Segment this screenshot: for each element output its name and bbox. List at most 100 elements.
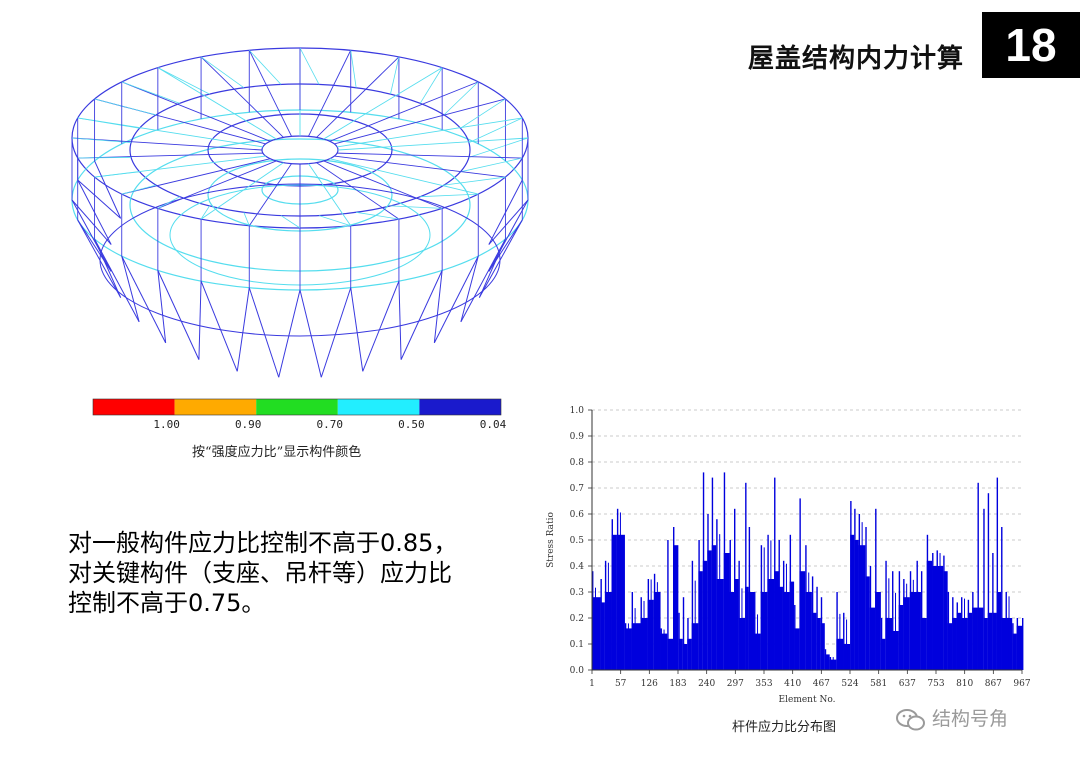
support-strut <box>488 199 529 245</box>
stress-spike <box>909 571 912 670</box>
stress-spike <box>932 553 934 670</box>
x-tick-label: 297 <box>727 679 744 689</box>
stress-bar <box>667 638 674 670</box>
structure-member <box>356 211 399 220</box>
stress-spike <box>694 580 696 670</box>
stress-bar <box>987 612 993 670</box>
support-strut <box>488 199 529 272</box>
stress-bar <box>932 566 937 670</box>
stress-bar <box>811 612 817 670</box>
support-strut <box>478 219 523 298</box>
stress-spike <box>748 527 751 670</box>
stress-spike <box>604 560 607 670</box>
stress-bar <box>880 638 886 670</box>
structure-member <box>443 81 479 116</box>
structure-member <box>308 50 352 137</box>
stress-spike <box>767 534 769 670</box>
stress-spike <box>1016 618 1019 670</box>
chart-caption: 杆件应力比分布图 <box>732 720 837 735</box>
stress-spike <box>829 657 832 670</box>
legend-tick-label: 0.50 <box>398 418 425 431</box>
stress-spike <box>808 572 810 670</box>
stress-spike <box>967 599 970 670</box>
stress-spike <box>631 592 634 670</box>
stress-spike <box>895 592 897 670</box>
y-tick-label: 0.5 <box>570 536 585 546</box>
y-tick-label: 0.7 <box>570 484 585 494</box>
structure-member <box>323 160 443 209</box>
stress-spike <box>640 597 642 670</box>
support-strut <box>198 281 202 360</box>
structure-member <box>121 81 271 142</box>
stress-spike <box>811 576 814 670</box>
y-tick-label: 0.9 <box>570 432 585 442</box>
stress-spike <box>1001 527 1003 670</box>
stress-spike <box>650 579 652 670</box>
x-tick-label: 581 <box>870 679 887 689</box>
y-tick-label: 0.1 <box>570 640 584 650</box>
x-tick-label: 967 <box>1013 679 1030 689</box>
stress-bar <box>983 618 988 670</box>
stress-bar <box>748 592 755 670</box>
stress-spike <box>774 477 776 670</box>
stress-bar <box>865 576 870 670</box>
stress-spike <box>939 553 941 670</box>
structure-member <box>94 171 140 178</box>
y-tick-label: 0.4 <box>570 562 585 572</box>
stress-spike <box>1022 618 1024 670</box>
legend-tick-label: 1.00 <box>153 418 180 431</box>
stress-bar <box>996 592 1002 670</box>
stress-bar <box>816 618 821 670</box>
stress-spike <box>992 553 994 670</box>
stress-spike <box>964 598 966 670</box>
stress-bar <box>824 654 830 670</box>
structure-member <box>243 212 250 226</box>
structure-member <box>419 67 443 104</box>
stress-bar <box>673 545 679 670</box>
stress-spike <box>754 592 756 670</box>
stress-spike <box>656 582 658 670</box>
stress-spike <box>898 571 901 670</box>
stress-bar <box>869 607 876 670</box>
stress-bar <box>600 602 605 670</box>
structure-member <box>468 117 523 143</box>
y-tick-label: 1.0 <box>570 406 585 416</box>
stress-bar <box>592 597 601 670</box>
stress-bar <box>992 612 997 670</box>
stress-spike <box>972 592 974 670</box>
stress-bar <box>956 612 962 670</box>
stress-spike <box>903 579 905 670</box>
stress-spike <box>936 550 938 670</box>
y-tick-label: 0.3 <box>570 588 585 598</box>
x-tick-label: 524 <box>841 679 858 689</box>
stress-spike <box>861 522 863 670</box>
stress-spike <box>624 623 627 670</box>
stress-spike <box>956 602 958 670</box>
support-strut <box>400 270 443 360</box>
structure-member <box>337 137 529 151</box>
stress-spike <box>698 540 700 670</box>
wechat-icon <box>896 708 925 730</box>
stress-spike <box>611 519 613 670</box>
stress-bar <box>967 612 973 670</box>
structure-member <box>200 205 210 220</box>
structure-member <box>334 98 506 145</box>
stress-spike <box>920 571 923 670</box>
stress-bar <box>687 638 692 670</box>
stress-bar <box>820 623 825 670</box>
stress-spike <box>794 605 796 670</box>
stress-bar <box>1012 633 1017 670</box>
support-strut <box>460 255 479 322</box>
structure-member <box>157 67 277 140</box>
stress-bar <box>943 571 948 670</box>
support-strut <box>299 289 322 378</box>
stress-bar <box>972 607 978 670</box>
stress-spike <box>663 629 665 670</box>
stress-bar <box>698 571 703 670</box>
structure-member <box>308 163 352 226</box>
stress-spike <box>716 519 718 670</box>
legend-caption: 按“强度应力比”显示构件颜色 <box>192 445 362 460</box>
stress-spike <box>711 477 714 670</box>
